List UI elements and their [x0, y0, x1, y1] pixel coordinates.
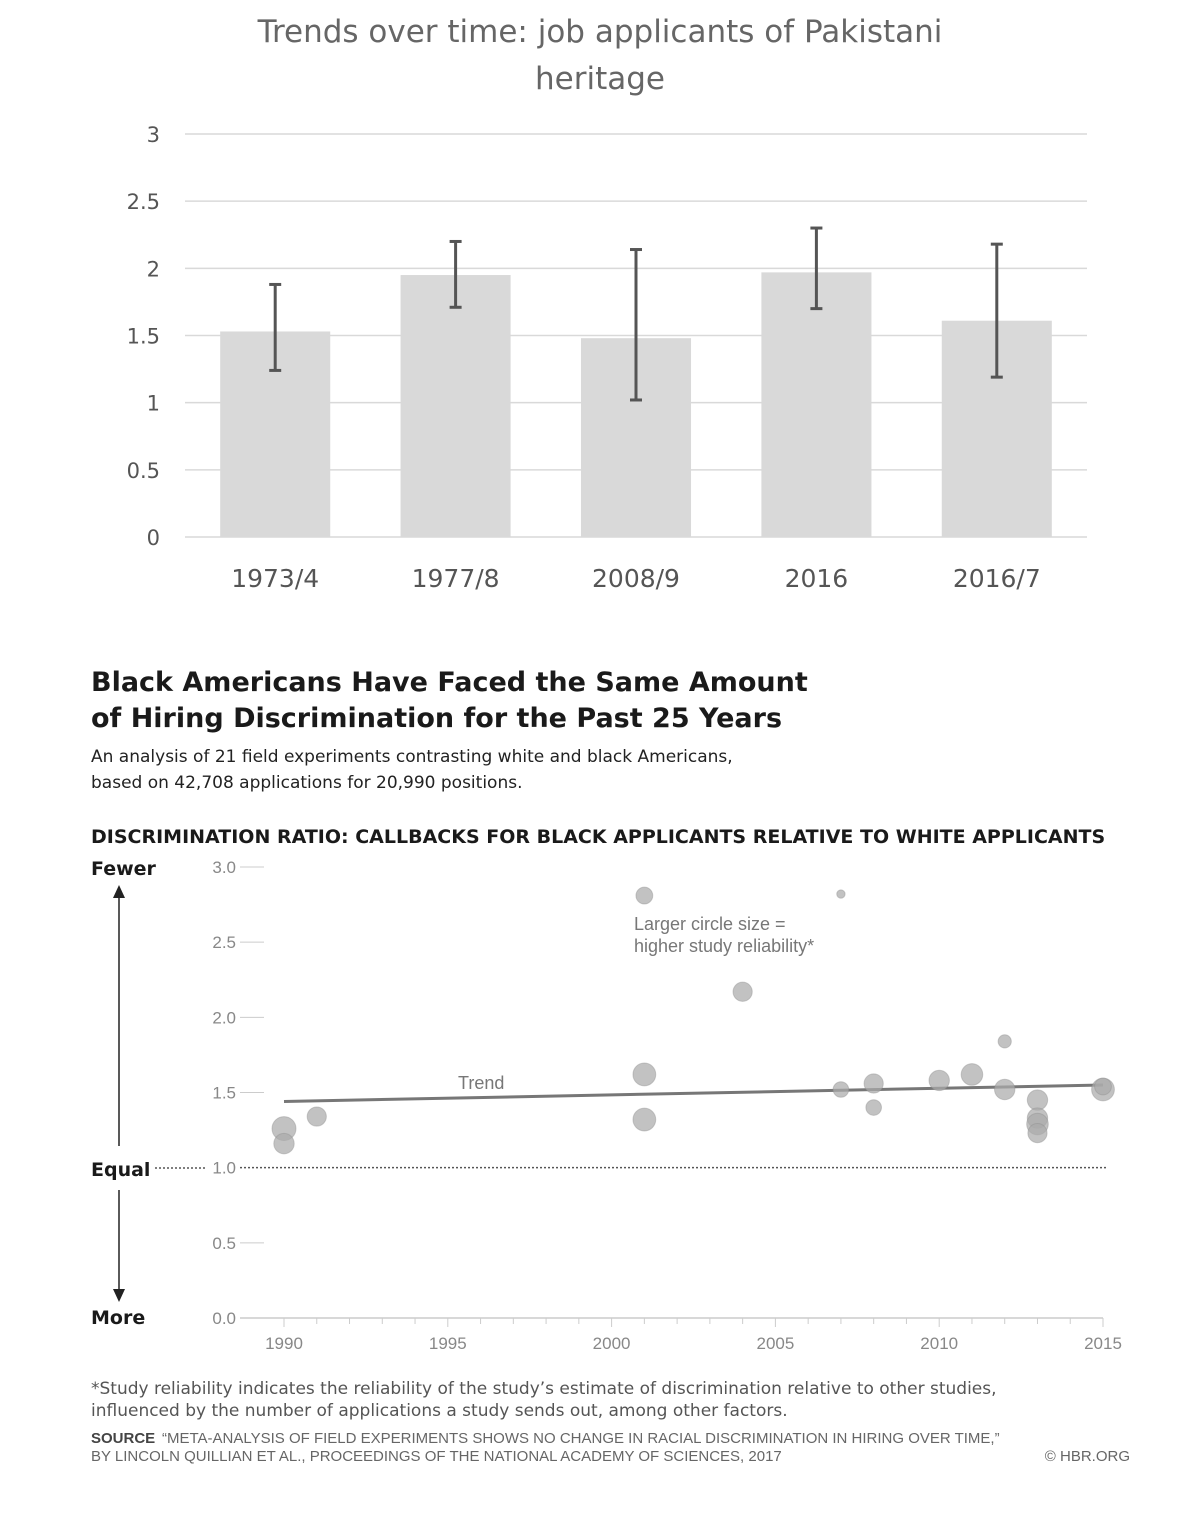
- scatter-trend: Trend: [283, 1073, 1104, 1104]
- bar-chart-title-line-2: heritage: [535, 61, 665, 97]
- credit: © HBR.ORG: [1045, 1448, 1130, 1465]
- data-point: [960, 1063, 984, 1086]
- y-tick-label: 0.5: [212, 1234, 236, 1253]
- scatter-headline-line-2: of Hiring Discrimination for the Past 25…: [91, 703, 782, 734]
- y-tick-label: 0.0: [212, 1309, 236, 1328]
- bar-chart-y-ticks: 0 0.5 1 1.5 2 2.5 3: [127, 123, 160, 550]
- scatter-axis-caption: DISCRIMINATION RATIO: CALLBACKS FOR BLAC…: [91, 826, 1105, 848]
- arrow-up-head: [113, 885, 125, 898]
- data-point: [1094, 1077, 1112, 1096]
- source-line-2: BY LINCOLN QUILLIAN ET AL., PROCEEDINGS …: [91, 1448, 782, 1465]
- x-tick-label: 2008/9: [592, 564, 680, 593]
- y-tick-label: 1.5: [212, 1084, 236, 1103]
- data-point: [632, 1062, 657, 1087]
- x-tick-label: 2016: [785, 564, 849, 593]
- side-label-equal: Equal: [91, 1159, 150, 1181]
- data-point: [1027, 1122, 1048, 1144]
- x-tick-label: 2005: [756, 1334, 794, 1353]
- y-tick-label: 2.0: [212, 1008, 236, 1027]
- data-point: [865, 1099, 882, 1116]
- data-point: [994, 1078, 1016, 1101]
- data-point: [832, 1081, 850, 1098]
- x-tick-label: 2000: [593, 1334, 631, 1353]
- y-tick-label: 3: [147, 123, 160, 147]
- y-tick-label: 2.5: [127, 190, 160, 214]
- data-point: [836, 889, 846, 899]
- bar-chart-title-line-1: Trends over time: job applicants of Paki…: [257, 14, 943, 50]
- y-tick-label: 1: [147, 392, 160, 416]
- bar-chart-bars: [220, 272, 1052, 537]
- scatter-y-ticks: 0.0 0.5 1.0 1.5 2.0 2.5 3.0: [212, 858, 1106, 1328]
- data-point: [863, 1073, 884, 1094]
- scatter-subtitle-line-1: An analysis of 21 field experiments cont…: [91, 747, 733, 767]
- x-tick-label: 2010: [920, 1334, 958, 1353]
- trend-label: Trend: [458, 1073, 504, 1093]
- size-note-line-2: higher study reliability*: [634, 936, 814, 956]
- source-line-1: “META-ANALYSIS OF FIELD EXPERIMENTS SHOW…: [162, 1430, 1000, 1447]
- y-tick-label: 0: [147, 526, 160, 550]
- size-note-line-1: Larger circle size =: [634, 914, 786, 934]
- scatter-chart: Black Americans Have Faced the Same Amou…: [91, 667, 1130, 1465]
- x-tick-label: 1973/4: [231, 564, 319, 593]
- data-point: [306, 1106, 327, 1127]
- side-label-more: More: [91, 1307, 145, 1329]
- y-tick-label: 1.5: [127, 325, 160, 349]
- source-label: SOURCE: [91, 1430, 155, 1447]
- scatter-points: [271, 886, 1115, 1155]
- x-tick-label: 1990: [265, 1334, 303, 1353]
- data-point: [928, 1069, 950, 1092]
- data-point: [732, 981, 753, 1002]
- bar: [761, 272, 872, 537]
- x-tick-label: 2015: [1084, 1334, 1122, 1353]
- arrow-down-head: [113, 1289, 125, 1302]
- trend-line: [283, 1083, 1104, 1104]
- x-tick-label: 1995: [429, 1334, 467, 1353]
- y-tick-label: 2: [147, 257, 160, 281]
- y-tick-label: 3.0: [212, 858, 236, 877]
- x-tick-label: 2016/7: [953, 564, 1041, 593]
- bar: [400, 275, 511, 537]
- side-label-fewer: Fewer: [91, 858, 157, 880]
- data-point: [1026, 1089, 1049, 1111]
- scatter-subtitle-line-2: based on 42,708 applications for 20,990 …: [91, 773, 522, 793]
- data-point: [273, 1132, 295, 1155]
- scatter-headline-line-1: Black Americans Have Faced the Same Amou…: [91, 667, 808, 698]
- y-tick-label: 1.0: [212, 1159, 236, 1178]
- scatter-x-axis: 1990 1995 2000 2005 2010 2015: [240, 1317, 1122, 1353]
- data-point: [632, 1107, 657, 1132]
- bar-chart: Trends over time: job applicants of Paki…: [127, 14, 1087, 593]
- y-tick-label: 2.5: [212, 933, 236, 952]
- footnote-line-2: influenced by the number of applications…: [91, 1401, 788, 1421]
- footnote-line-1: *Study reliability indicates the reliabi…: [91, 1379, 997, 1399]
- bar-chart-error-bars: [269, 226, 1003, 402]
- data-point: [997, 1034, 1012, 1049]
- x-tick-label: 1977/8: [412, 564, 500, 593]
- data-point: [635, 886, 654, 905]
- bar-chart-x-ticks: 1973/4 1977/8 2008/9 2016 2016/7: [231, 564, 1041, 593]
- y-tick-label: 0.5: [127, 459, 160, 483]
- direction-arrows: [113, 885, 205, 1302]
